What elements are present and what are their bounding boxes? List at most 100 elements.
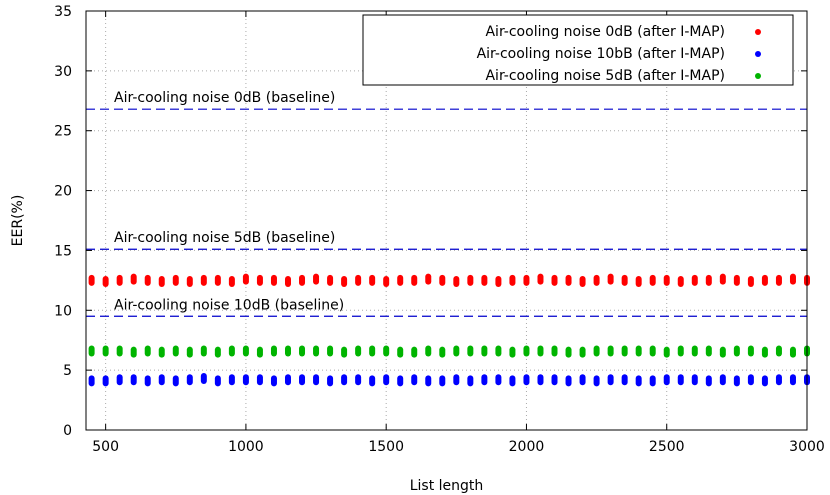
data-point — [88, 345, 95, 357]
data-point — [551, 374, 558, 386]
data-point — [214, 346, 221, 358]
data-point — [355, 345, 362, 357]
data-point — [186, 276, 193, 288]
data-point — [383, 276, 390, 288]
data-point — [775, 374, 782, 386]
data-point — [228, 374, 235, 386]
y-tick-label: 15 — [54, 243, 72, 259]
data-point — [186, 346, 193, 358]
baseline-label: Air-cooling noise 0dB (baseline) — [114, 90, 335, 106]
data-point — [719, 374, 726, 386]
data-points — [88, 273, 810, 387]
data-point — [200, 345, 207, 357]
data-point — [284, 374, 291, 386]
data-point — [649, 274, 656, 286]
data-point — [172, 345, 179, 357]
data-point — [705, 375, 712, 387]
data-point — [369, 274, 376, 286]
data-point — [411, 274, 418, 286]
data-point — [341, 346, 348, 358]
data-point — [397, 274, 404, 286]
data-point — [607, 273, 614, 285]
legend-marker — [755, 29, 761, 35]
data-point — [635, 345, 642, 357]
data-point — [495, 276, 502, 288]
data-point — [214, 375, 221, 387]
data-point — [467, 274, 474, 286]
data-point — [299, 374, 306, 386]
data-point — [439, 274, 446, 286]
data-point — [383, 345, 390, 357]
data-point — [663, 274, 670, 286]
y-tick-label: 25 — [54, 124, 72, 140]
data-point — [355, 274, 362, 286]
data-point — [158, 276, 165, 288]
data-point — [341, 276, 348, 288]
data-point — [691, 374, 698, 386]
data-point — [88, 375, 95, 387]
data-point — [719, 346, 726, 358]
data-point — [270, 375, 277, 387]
data-point — [565, 274, 572, 286]
data-point — [747, 345, 754, 357]
data-point — [775, 345, 782, 357]
data-point — [200, 274, 207, 286]
data-point — [158, 346, 165, 358]
data-point — [383, 374, 390, 386]
data-point — [677, 345, 684, 357]
data-point — [789, 374, 796, 386]
data-point — [299, 345, 306, 357]
data-point — [256, 274, 263, 286]
data-point — [705, 345, 712, 357]
baseline-label: Air-cooling noise 10dB (baseline) — [114, 297, 344, 313]
data-point — [411, 374, 418, 386]
legend-entry-label: Air-cooling noise 10bB (after I-MAP) — [477, 46, 725, 62]
data-point — [565, 375, 572, 387]
data-point — [621, 374, 628, 386]
data-point — [327, 345, 334, 357]
legend-marker — [755, 73, 761, 79]
legend-marker — [755, 51, 761, 57]
data-point — [270, 274, 277, 286]
data-point — [425, 345, 432, 357]
x-tick-label: 500 — [92, 439, 119, 455]
data-point — [649, 345, 656, 357]
data-point — [761, 346, 768, 358]
data-point — [649, 375, 656, 387]
data-point — [537, 273, 544, 285]
data-point — [621, 345, 628, 357]
data-point — [327, 375, 334, 387]
data-point — [411, 346, 418, 358]
data-point — [102, 276, 109, 288]
data-point — [453, 345, 460, 357]
data-point — [635, 276, 642, 288]
x-tick-label: 1500 — [368, 439, 404, 455]
y-tick-label: 10 — [54, 303, 72, 319]
y-tick-label: 35 — [54, 4, 72, 20]
data-point — [116, 345, 123, 357]
legend-entry-label: Air-cooling noise 0dB (after I-MAP) — [485, 24, 725, 40]
legend: Air-cooling noise 0dB (after I-MAP) Air-c… — [362, 14, 794, 86]
data-point — [355, 374, 362, 386]
data-point — [733, 274, 740, 286]
data-point — [228, 345, 235, 357]
data-point — [663, 374, 670, 386]
data-point — [200, 373, 207, 385]
data-point — [593, 375, 600, 387]
plot-frame — [85, 10, 808, 431]
data-point — [284, 276, 291, 288]
data-point — [663, 346, 670, 358]
data-point — [453, 374, 460, 386]
data-point — [733, 375, 740, 387]
data-point — [607, 345, 614, 357]
data-point — [523, 345, 530, 357]
data-point — [214, 274, 221, 286]
data-point — [256, 374, 263, 386]
data-point — [509, 346, 516, 358]
data-point — [102, 375, 109, 387]
data-point — [439, 346, 446, 358]
data-point — [439, 375, 446, 387]
data-point — [775, 274, 782, 286]
data-point — [789, 346, 796, 358]
